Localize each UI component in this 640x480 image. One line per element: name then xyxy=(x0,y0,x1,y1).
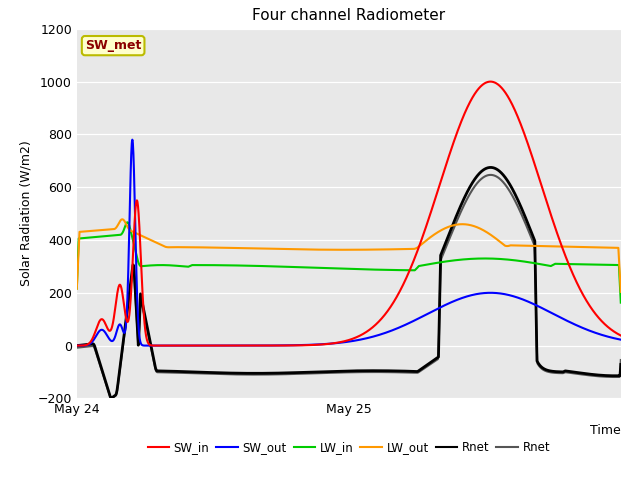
SW_out xyxy=(129,137,136,143)
LW_out xyxy=(601,245,609,251)
Line: SW_in: SW_in xyxy=(77,82,621,346)
Text: Time: Time xyxy=(590,424,621,437)
LW_in xyxy=(617,300,625,306)
LW_out xyxy=(502,243,509,249)
Rnet2 xyxy=(602,374,609,380)
SW_out xyxy=(73,343,81,348)
LW_in xyxy=(338,266,346,272)
LW_in xyxy=(73,286,81,291)
LW_out xyxy=(617,289,625,295)
LW_out xyxy=(338,247,346,252)
LW_in xyxy=(124,219,131,225)
LW_out xyxy=(323,247,331,252)
Line: SW_out: SW_out xyxy=(77,140,621,346)
Rnet2 xyxy=(323,370,331,376)
Rnet xyxy=(100,375,108,381)
LW_in xyxy=(601,262,609,268)
Rnet xyxy=(323,369,331,374)
SW_out xyxy=(617,337,625,343)
Rnet xyxy=(73,343,81,348)
LW_out xyxy=(100,227,108,233)
SW_out xyxy=(100,329,108,335)
SW_in xyxy=(602,322,609,328)
SW_in xyxy=(100,319,108,325)
LW_in xyxy=(100,233,108,239)
Rnet xyxy=(108,395,115,401)
SW_out xyxy=(338,340,346,346)
LW_out xyxy=(73,286,81,292)
Rnet2 xyxy=(502,182,509,188)
SW_out xyxy=(146,343,154,348)
SW_in xyxy=(502,90,509,96)
LW_in xyxy=(502,256,509,262)
LW_in xyxy=(602,262,609,268)
SW_in xyxy=(486,79,494,84)
Rnet xyxy=(487,165,495,170)
SW_in xyxy=(323,341,331,347)
SW_out xyxy=(602,333,609,339)
SW_out xyxy=(502,291,509,297)
Rnet2 xyxy=(108,396,115,401)
Rnet2 xyxy=(338,370,346,375)
LW_out xyxy=(602,245,609,251)
Rnet xyxy=(602,372,609,378)
SW_in xyxy=(338,339,346,345)
SW_out xyxy=(602,333,609,339)
SW_in xyxy=(602,322,609,327)
LW_in xyxy=(323,265,331,271)
Y-axis label: Solar Radiation (W/m2): Solar Radiation (W/m2) xyxy=(19,141,32,287)
Rnet xyxy=(617,361,625,367)
SW_in xyxy=(73,343,81,348)
SW_in xyxy=(617,333,625,338)
Title: Four channel Radiometer: Four channel Radiometer xyxy=(252,9,445,24)
Rnet xyxy=(338,368,346,374)
Legend: SW_in, SW_out, LW_in, LW_out, Rnet, Rnet: SW_in, SW_out, LW_in, LW_out, Rnet, Rnet xyxy=(143,437,555,459)
SW_out xyxy=(324,341,332,347)
Line: LW_out: LW_out xyxy=(77,219,621,292)
Rnet2 xyxy=(617,357,625,363)
Rnet2 xyxy=(73,344,81,350)
Rnet2 xyxy=(602,374,609,380)
Text: SW_met: SW_met xyxy=(85,39,141,52)
Line: Rnet2: Rnet2 xyxy=(77,175,621,398)
Rnet xyxy=(502,175,509,181)
Rnet2 xyxy=(100,377,108,383)
Line: LW_in: LW_in xyxy=(77,222,621,303)
LW_out xyxy=(118,216,126,222)
Line: Rnet: Rnet xyxy=(77,168,621,398)
Rnet2 xyxy=(487,172,495,178)
SW_in xyxy=(160,343,168,348)
Rnet xyxy=(602,372,609,378)
